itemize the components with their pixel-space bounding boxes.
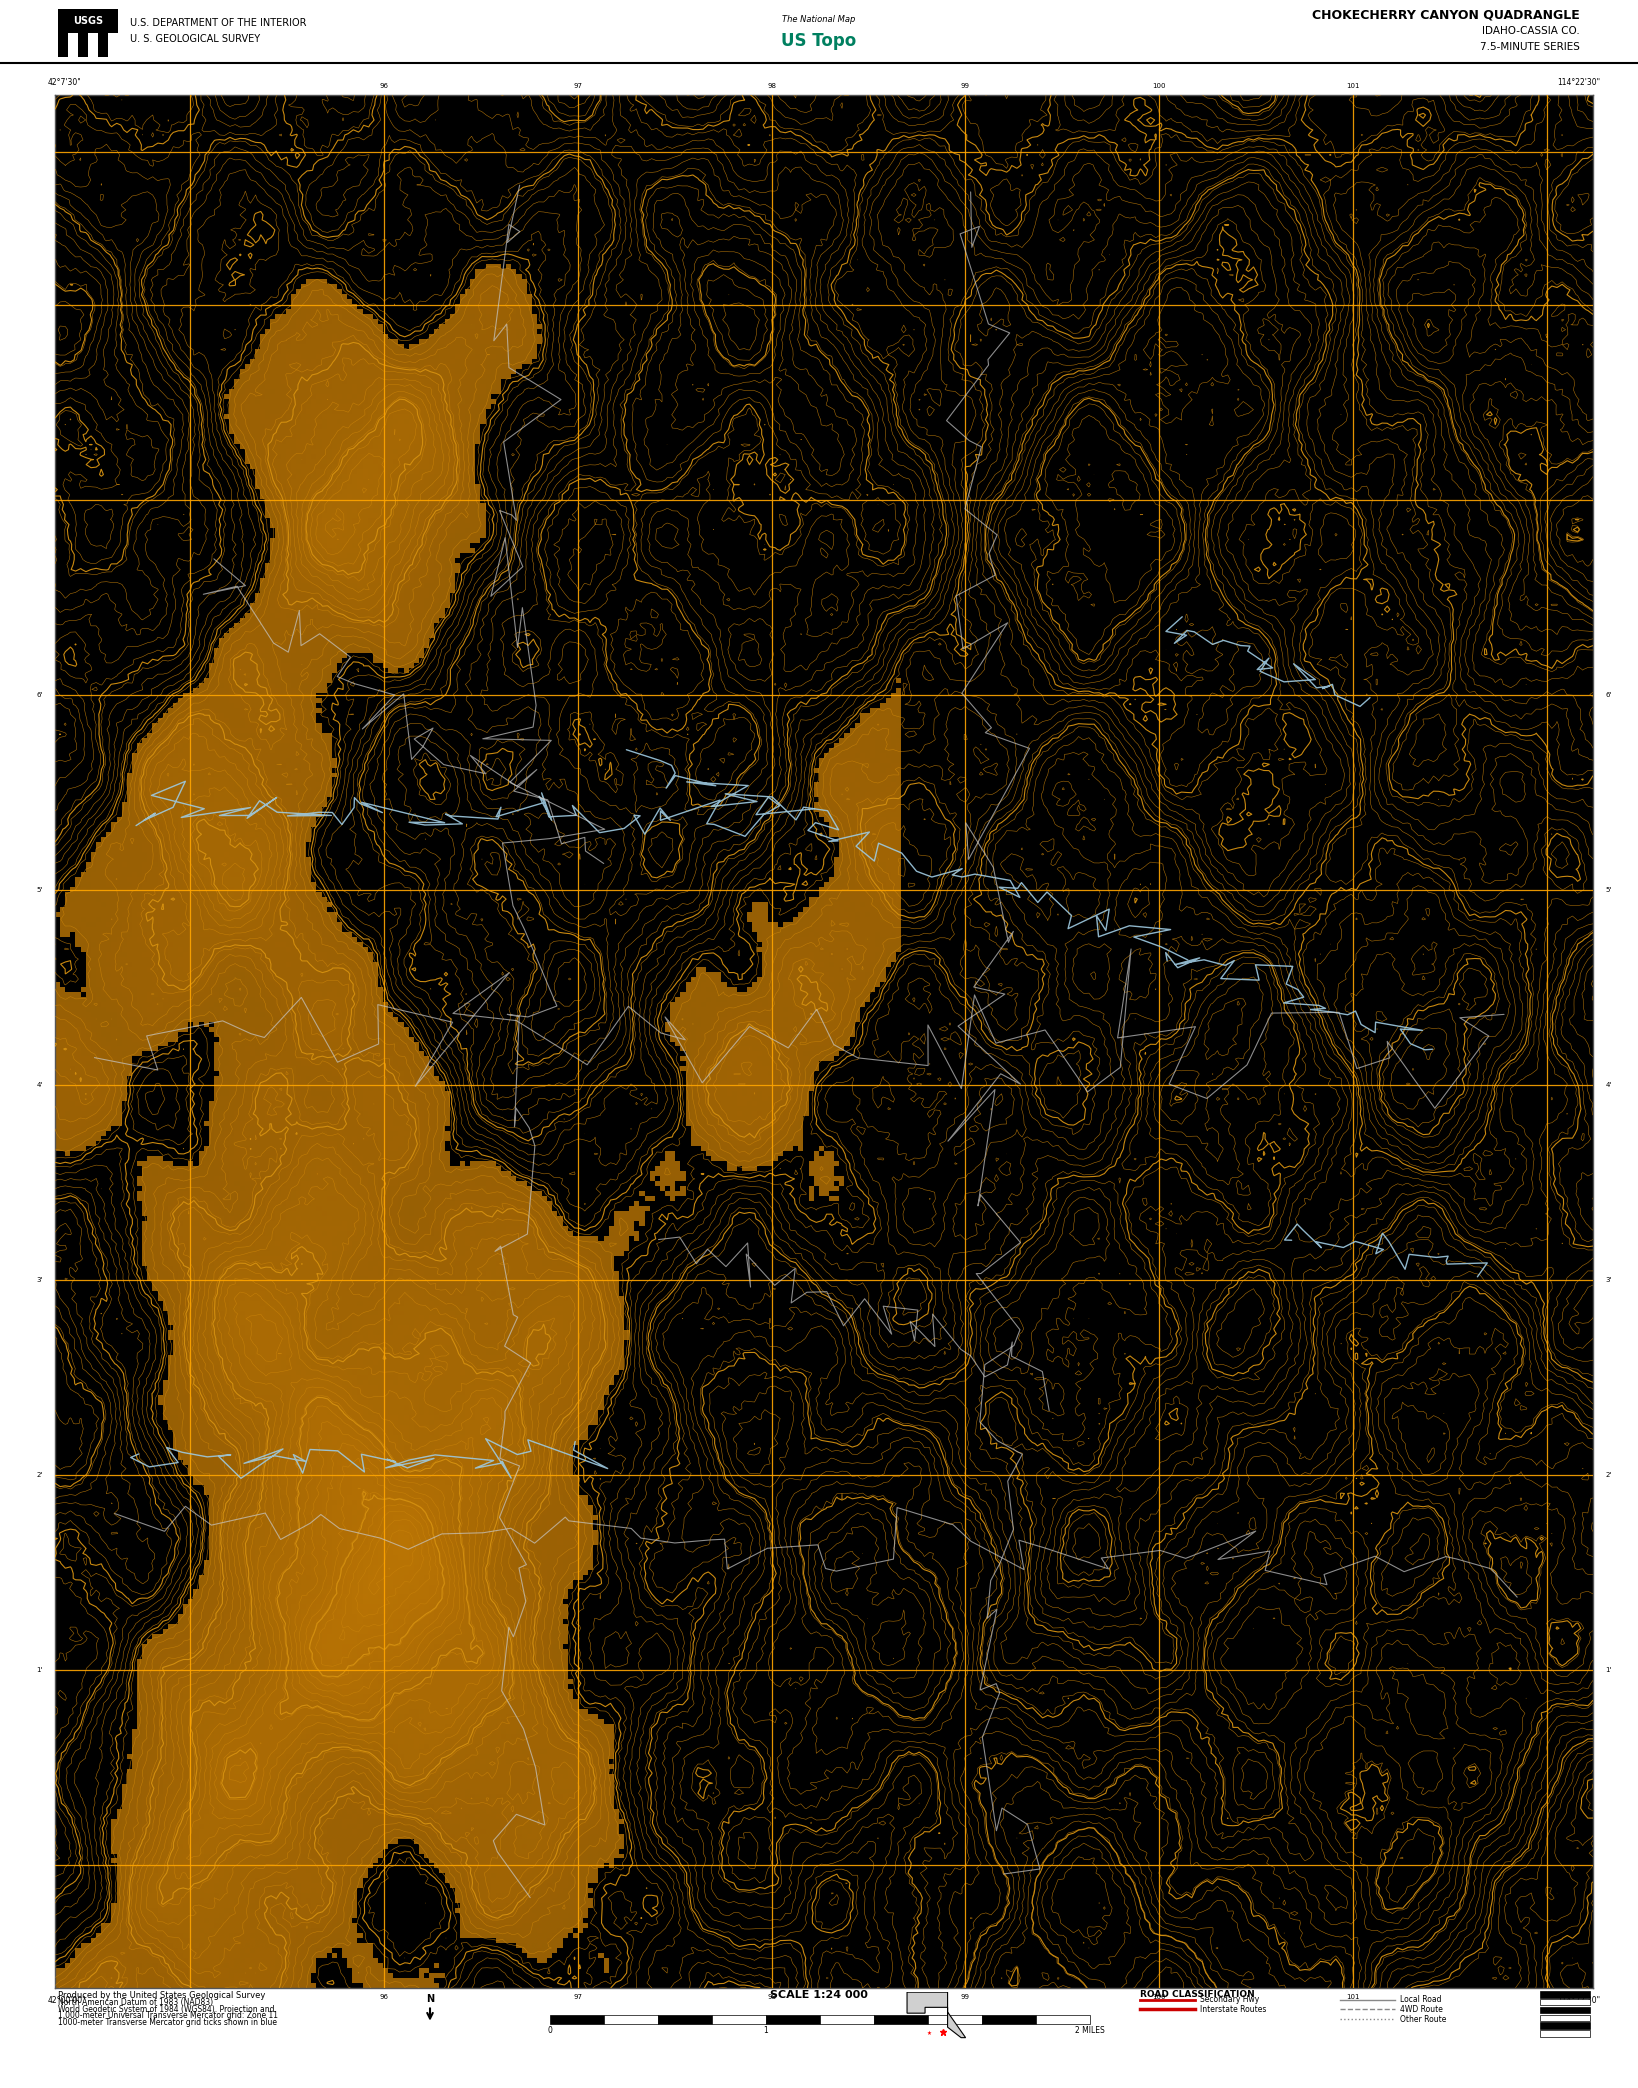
Text: 96: 96 <box>380 1994 388 2000</box>
Text: 6': 6' <box>36 691 43 697</box>
Bar <box>57 8 118 33</box>
Bar <box>1540 2023 1590 2030</box>
Text: 4': 4' <box>36 1082 43 1088</box>
Text: N: N <box>426 1994 434 2004</box>
Bar <box>983 2015 1035 2023</box>
Text: Secondary Hwy: Secondary Hwy <box>1201 1996 1260 2004</box>
Text: Other Route: Other Route <box>1400 2015 1446 2023</box>
Bar <box>713 2015 767 2023</box>
Text: 96: 96 <box>380 84 388 90</box>
Text: U. S. GEOLOGICAL SURVEY: U. S. GEOLOGICAL SURVEY <box>129 33 260 44</box>
Text: 7.5-MINUTE SERIES: 7.5-MINUTE SERIES <box>1481 42 1581 52</box>
Bar <box>69 33 79 56</box>
Bar <box>929 2015 983 2023</box>
Bar <box>1540 2030 1590 2036</box>
Text: North American Datum of 1983 (NAD83): North American Datum of 1983 (NAD83) <box>57 1998 213 2007</box>
Text: 4': 4' <box>1605 1082 1612 1088</box>
Text: 101: 101 <box>1346 1994 1360 2000</box>
Bar <box>550 2015 604 2023</box>
Text: 98: 98 <box>767 84 776 90</box>
Text: 3': 3' <box>36 1278 43 1282</box>
Text: 114°22'30": 114°22'30" <box>1558 1996 1600 2004</box>
Bar <box>79 33 88 56</box>
Text: SCALE 1:24 000: SCALE 1:24 000 <box>770 1990 868 2000</box>
Text: Produced by the United States Geological Survey: Produced by the United States Geological… <box>57 1992 265 2000</box>
Text: 0: 0 <box>547 2025 552 2036</box>
Bar <box>604 2015 658 2023</box>
Bar <box>108 33 118 56</box>
Bar <box>875 2015 929 2023</box>
Text: 2': 2' <box>36 1472 43 1478</box>
Text: 6': 6' <box>1605 691 1612 697</box>
Bar <box>767 2015 821 2023</box>
Bar <box>1540 1998 1590 2004</box>
Bar <box>1035 2015 1089 2023</box>
Text: 97: 97 <box>573 84 583 90</box>
Text: CHOKECHERRY CANYON QUADRANGLE: CHOKECHERRY CANYON QUADRANGLE <box>1312 8 1581 21</box>
Text: 1: 1 <box>763 2025 768 2036</box>
Text: 114°22'30": 114°22'30" <box>1558 79 1600 88</box>
Text: 1': 1' <box>1605 1666 1612 1672</box>
Bar <box>88 33 98 56</box>
Text: Interstate Routes: Interstate Routes <box>1201 2004 1266 2013</box>
Bar <box>1540 2015 1590 2021</box>
Text: 99: 99 <box>962 84 970 90</box>
Text: USGS: USGS <box>74 17 103 25</box>
Bar <box>57 33 69 56</box>
Text: IDAHO-CASSIA CO.: IDAHO-CASSIA CO. <box>1482 25 1581 35</box>
Text: ROAD CLASSIFICATION: ROAD CLASSIFICATION <box>1140 1990 1255 1998</box>
Bar <box>821 2015 875 2023</box>
Bar <box>1540 2007 1590 2013</box>
Text: 98: 98 <box>767 1994 776 2000</box>
Bar <box>98 33 108 56</box>
Text: 1000-meter Transverse Mercator grid ticks shown in blue: 1000-meter Transverse Mercator grid tick… <box>57 2017 277 2027</box>
Text: 101: 101 <box>1346 84 1360 90</box>
Bar <box>1540 1992 1590 1998</box>
Text: 100: 100 <box>1153 84 1166 90</box>
Text: 1,000-meter Universal Transverse Mercator grid: Zone 11: 1,000-meter Universal Transverse Mercato… <box>57 2011 278 2021</box>
Text: 42°7'30": 42°7'30" <box>48 79 80 88</box>
Text: Local Road: Local Road <box>1400 1996 1441 2004</box>
Text: World Geodetic System of 1984 (WGS84). Projection and: World Geodetic System of 1984 (WGS84). P… <box>57 2004 275 2013</box>
Text: 42°00'00": 42°00'00" <box>48 1996 85 2004</box>
Text: 97: 97 <box>573 1994 583 2000</box>
Text: 99: 99 <box>962 1994 970 2000</box>
Text: 5': 5' <box>1605 887 1612 894</box>
Text: U.S. DEPARTMENT OF THE INTERIOR: U.S. DEPARTMENT OF THE INTERIOR <box>129 19 306 27</box>
Text: 5': 5' <box>36 887 43 894</box>
Text: US Topo: US Topo <box>781 31 857 50</box>
Polygon shape <box>907 1992 966 2038</box>
Bar <box>658 2015 713 2023</box>
Text: 4WD Route: 4WD Route <box>1400 2004 1443 2013</box>
Text: 3': 3' <box>1605 1278 1612 1282</box>
Text: 100: 100 <box>1153 1994 1166 2000</box>
Text: 2 MILES: 2 MILES <box>1075 2025 1106 2036</box>
Text: The National Map: The National Map <box>783 15 855 23</box>
Text: 2': 2' <box>1605 1472 1612 1478</box>
Text: 1': 1' <box>36 1666 43 1672</box>
Text: ★: ★ <box>927 2030 932 2036</box>
